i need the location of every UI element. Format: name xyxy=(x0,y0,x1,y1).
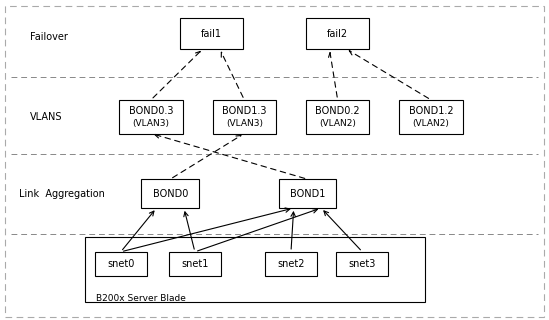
Text: B200x Server Blade: B200x Server Blade xyxy=(96,294,186,303)
Bar xyxy=(120,100,182,134)
Text: Link  Aggregation: Link Aggregation xyxy=(19,188,105,199)
Text: BOND0.2: BOND0.2 xyxy=(315,106,360,116)
Text: (VLAN3): (VLAN3) xyxy=(132,119,170,128)
Text: (VLAN2): (VLAN2) xyxy=(319,119,356,128)
Bar xyxy=(85,237,425,302)
Text: snet1: snet1 xyxy=(181,259,209,269)
Bar xyxy=(265,252,317,276)
Text: BOND0.3: BOND0.3 xyxy=(128,106,173,116)
Text: VLANS: VLANS xyxy=(30,112,63,122)
Bar xyxy=(336,252,389,276)
Bar xyxy=(400,100,462,134)
Bar xyxy=(180,19,243,49)
Text: fail1: fail1 xyxy=(201,28,222,39)
Bar xyxy=(279,179,336,208)
Text: BOND1.2: BOND1.2 xyxy=(408,106,453,116)
Text: (VLAN2): (VLAN2) xyxy=(412,119,450,128)
Bar xyxy=(306,100,369,134)
Bar xyxy=(142,179,199,208)
Text: fail2: fail2 xyxy=(327,28,348,39)
Text: (VLAN3): (VLAN3) xyxy=(226,119,263,128)
Text: BOND0: BOND0 xyxy=(153,188,188,199)
Bar xyxy=(306,19,369,49)
Text: snet2: snet2 xyxy=(277,259,305,269)
Bar xyxy=(94,252,147,276)
Text: BOND1: BOND1 xyxy=(290,188,325,199)
Bar xyxy=(169,252,221,276)
Text: snet0: snet0 xyxy=(107,259,135,269)
Bar xyxy=(213,100,276,134)
Text: BOND1.3: BOND1.3 xyxy=(222,106,267,116)
Text: Failover: Failover xyxy=(30,32,68,42)
Text: snet3: snet3 xyxy=(349,259,376,269)
